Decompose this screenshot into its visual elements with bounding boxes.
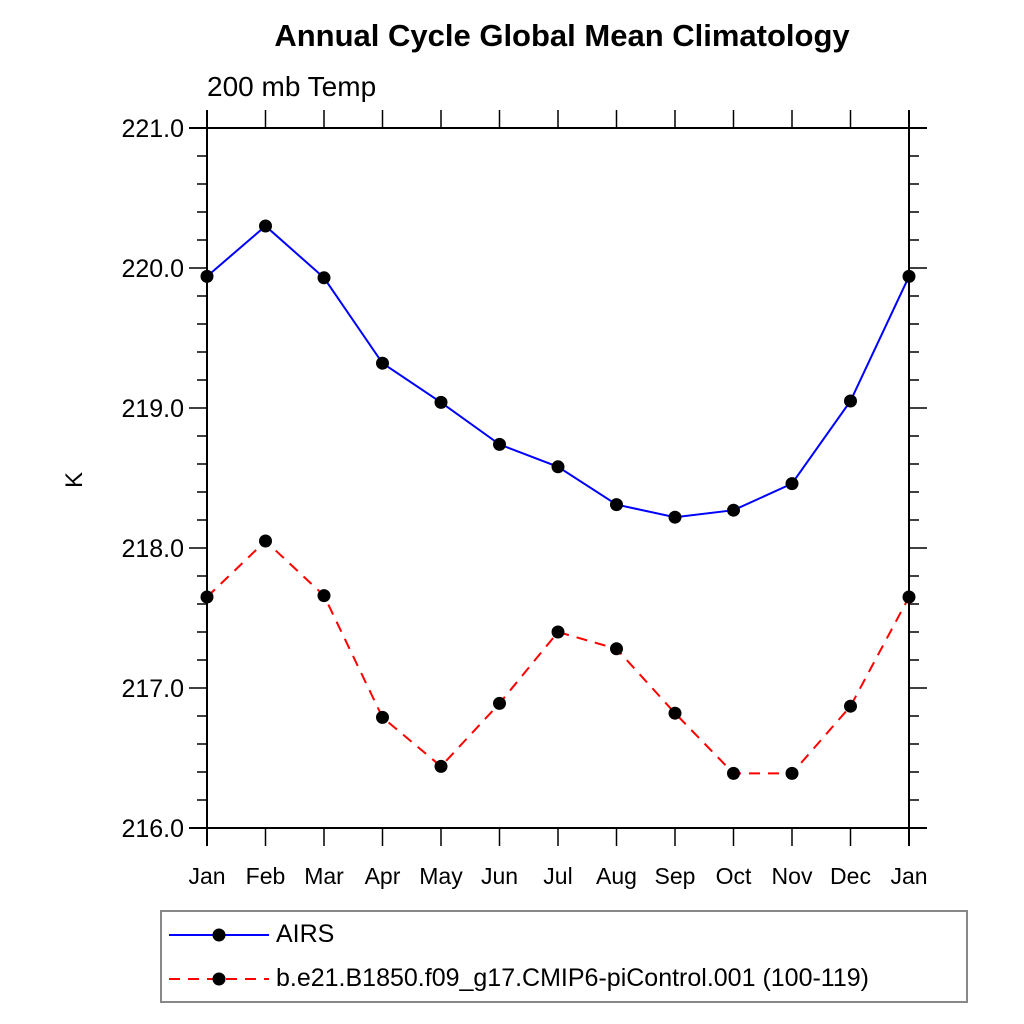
x-tick-label: Feb xyxy=(246,863,286,889)
x-tick-label: Jan xyxy=(890,863,927,889)
y-tick-label: 221.0 xyxy=(121,115,184,143)
data-point-marker xyxy=(610,498,623,512)
data-point-marker xyxy=(376,710,389,724)
x-tick-label: Mar xyxy=(304,863,344,889)
data-point-marker xyxy=(902,269,916,283)
y-tick-label: 220.0 xyxy=(121,255,184,283)
legend-label-airs: AIRS xyxy=(276,920,335,948)
data-point-marker xyxy=(376,356,389,370)
data-point-marker xyxy=(844,394,857,408)
data-point-marker xyxy=(434,759,448,773)
chart-title: Annual Cycle Global Mean Climatology xyxy=(274,18,850,53)
x-tick-label: Jul xyxy=(543,863,572,889)
data-point-marker xyxy=(902,590,916,604)
x-tick-label: Apr xyxy=(365,863,401,889)
x-tick-label: Jun xyxy=(481,863,518,889)
data-point-marker xyxy=(785,477,799,491)
legend-box: AIRS b.e21.B1850.f09_g17.CMIP6-piControl… xyxy=(160,910,968,1003)
legend-item-airs: AIRS xyxy=(167,913,966,957)
data-point-marker xyxy=(610,642,623,656)
series-line-model xyxy=(206,539,910,775)
data-point-marker xyxy=(317,589,331,603)
x-tick-label: Oct xyxy=(716,863,752,889)
data-point-marker xyxy=(551,625,565,639)
chart-subtitle: 200 mb Temp xyxy=(207,71,377,102)
x-tick-label: Dec xyxy=(830,863,871,889)
legend-label-model: b.e21.B1850.f09_g17.CMIP6-piControl.001 … xyxy=(276,964,869,992)
y-tick-label: 218.0 xyxy=(121,535,184,563)
data-point-marker xyxy=(493,437,506,451)
data-point-marker xyxy=(668,510,682,524)
data-point-marker xyxy=(727,766,740,780)
x-tick-label: Aug xyxy=(596,863,637,889)
data-point-marker xyxy=(317,271,331,285)
data-point-marker xyxy=(785,766,799,780)
data-point-marker xyxy=(259,534,272,548)
data-point-marker xyxy=(200,269,214,283)
data-point-marker xyxy=(727,503,740,517)
y-tick-label: 216.0 xyxy=(121,815,184,843)
data-point-marker xyxy=(259,219,272,233)
series-line-airs xyxy=(206,224,910,519)
data-point-marker xyxy=(551,460,565,474)
data-point-marker xyxy=(493,696,506,710)
data-point-marker xyxy=(434,395,448,409)
x-tick-label: Sep xyxy=(655,863,696,889)
legend-line-solid-icon xyxy=(169,928,269,941)
x-tick-label: Jan xyxy=(188,863,225,889)
legend-item-model: b.e21.B1850.f09_g17.CMIP6-piControl.001 … xyxy=(167,957,966,1001)
data-point-marker xyxy=(844,699,857,713)
legend-line-dashed-icon xyxy=(169,972,269,985)
x-tick-label: May xyxy=(419,863,463,889)
data-point-marker xyxy=(200,590,214,604)
data-point-marker xyxy=(668,706,682,720)
y-tick-label: 217.0 xyxy=(121,675,184,703)
x-tick-label: Nov xyxy=(772,863,813,889)
y-tick-label: 219.0 xyxy=(121,395,184,423)
